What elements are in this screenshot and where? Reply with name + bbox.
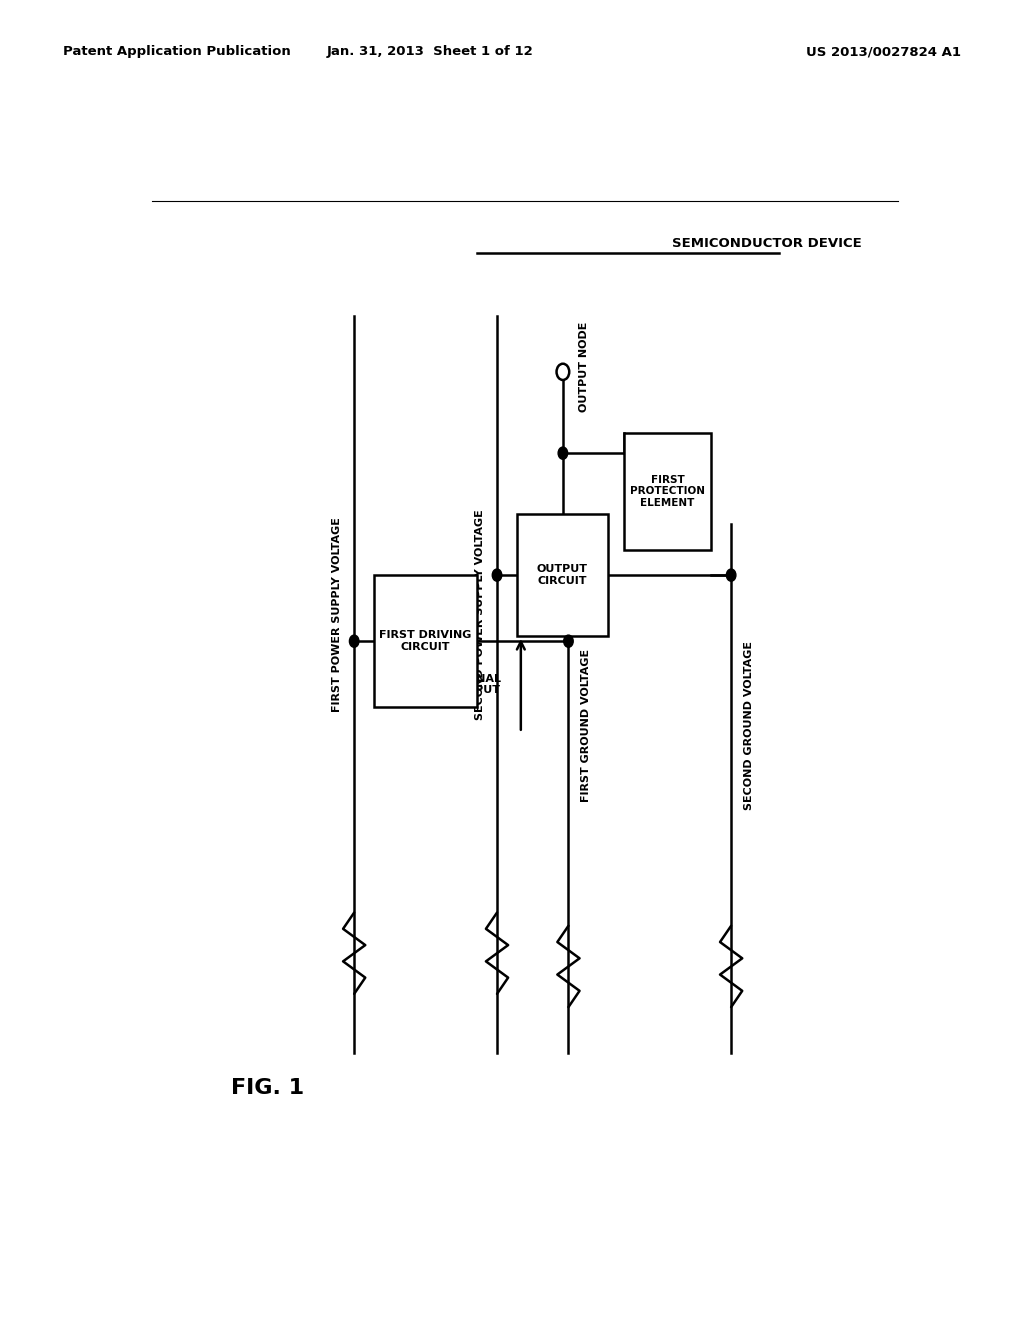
Text: FIRST
PROTECTION
ELEMENT: FIRST PROTECTION ELEMENT: [630, 475, 706, 508]
Text: US 2013/0027824 A1: US 2013/0027824 A1: [806, 45, 961, 58]
Text: FIRST POWER SUPPLY VOLTAGE: FIRST POWER SUPPLY VOLTAGE: [332, 517, 342, 711]
Text: OUTPUT
CIRCUIT: OUTPUT CIRCUIT: [537, 565, 588, 586]
Circle shape: [726, 569, 736, 581]
Text: SEMICONDUCTOR DEVICE: SEMICONDUCTOR DEVICE: [672, 236, 861, 249]
Text: Patent Application Publication: Patent Application Publication: [63, 45, 291, 58]
Text: FIG. 1: FIG. 1: [231, 1078, 304, 1098]
FancyBboxPatch shape: [374, 576, 477, 708]
Text: FIRST GROUND VOLTAGE: FIRST GROUND VOLTAGE: [581, 648, 591, 801]
Text: SECOND GROUND VOLTAGE: SECOND GROUND VOLTAGE: [743, 640, 754, 809]
Text: SECOND POWER SUPPLY VOLTAGE: SECOND POWER SUPPLY VOLTAGE: [474, 510, 484, 719]
FancyBboxPatch shape: [624, 433, 712, 549]
Text: FIRST DRIVING
CIRCUIT: FIRST DRIVING CIRCUIT: [380, 631, 472, 652]
Text: OUTPUT NODE: OUTPUT NODE: [579, 322, 589, 412]
Circle shape: [557, 364, 569, 380]
Circle shape: [563, 635, 573, 647]
Circle shape: [349, 635, 359, 647]
Text: SIGNAL
OUTPUT: SIGNAL OUTPUT: [450, 673, 501, 696]
Circle shape: [558, 447, 567, 459]
Circle shape: [493, 569, 502, 581]
Text: Jan. 31, 2013  Sheet 1 of 12: Jan. 31, 2013 Sheet 1 of 12: [327, 45, 534, 58]
FancyBboxPatch shape: [517, 515, 608, 636]
